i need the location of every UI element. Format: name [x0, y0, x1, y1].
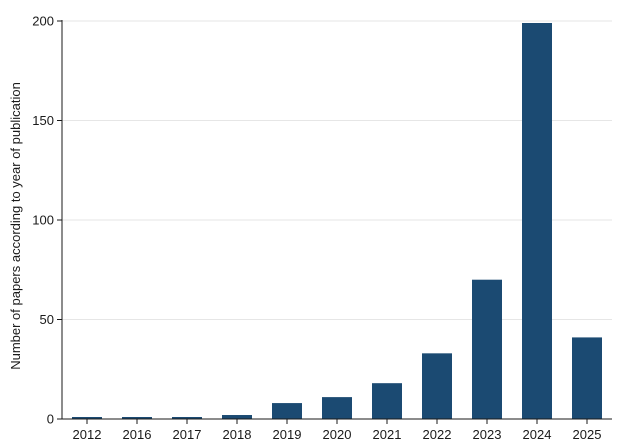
- bar-2024: [522, 22, 552, 420]
- y-tick-label: 50: [40, 312, 54, 327]
- bar-2016: [122, 417, 152, 419]
- y-tick-label: 150: [32, 113, 54, 128]
- x-tick-label: 2018: [223, 427, 252, 442]
- bar-2017: [172, 417, 202, 419]
- gridlines: [62, 20, 612, 320]
- bar-2012: [72, 417, 102, 419]
- y-tick-label: 0: [47, 412, 54, 427]
- y-tick-label: 200: [32, 14, 54, 29]
- x-axis: 2012 2016 2017 2018 2019 2020 2021 2022 2023 2024…: [62, 418, 612, 442]
- x-tick-label: 2017: [173, 427, 202, 442]
- bar-2019: [272, 403, 302, 419]
- x-tick-label: 2022: [423, 427, 452, 442]
- x-tick-label: 2023: [473, 427, 502, 442]
- bar-2020: [322, 397, 352, 419]
- bar-2023: [472, 279, 502, 419]
- bars: [72, 22, 602, 420]
- x-tick-label: 2024: [523, 427, 552, 442]
- x-tick-label: 2020: [323, 427, 352, 442]
- bar-2022: [422, 353, 452, 419]
- y-axis: 0 50 100 150 200: [32, 14, 63, 427]
- bar-2018: [222, 415, 252, 419]
- y-axis-title: Number of papers according to year of pu…: [8, 82, 23, 370]
- x-tick-label: 2025: [573, 427, 602, 442]
- bar-2025: [572, 337, 602, 419]
- y-tick-label: 100: [32, 213, 54, 228]
- x-tick-label: 2012: [73, 427, 102, 442]
- x-tick-label: 2021: [373, 427, 402, 442]
- x-tick-label: 2019: [273, 427, 302, 442]
- x-tick-label: 2016: [123, 427, 152, 442]
- bar-2021: [372, 383, 402, 419]
